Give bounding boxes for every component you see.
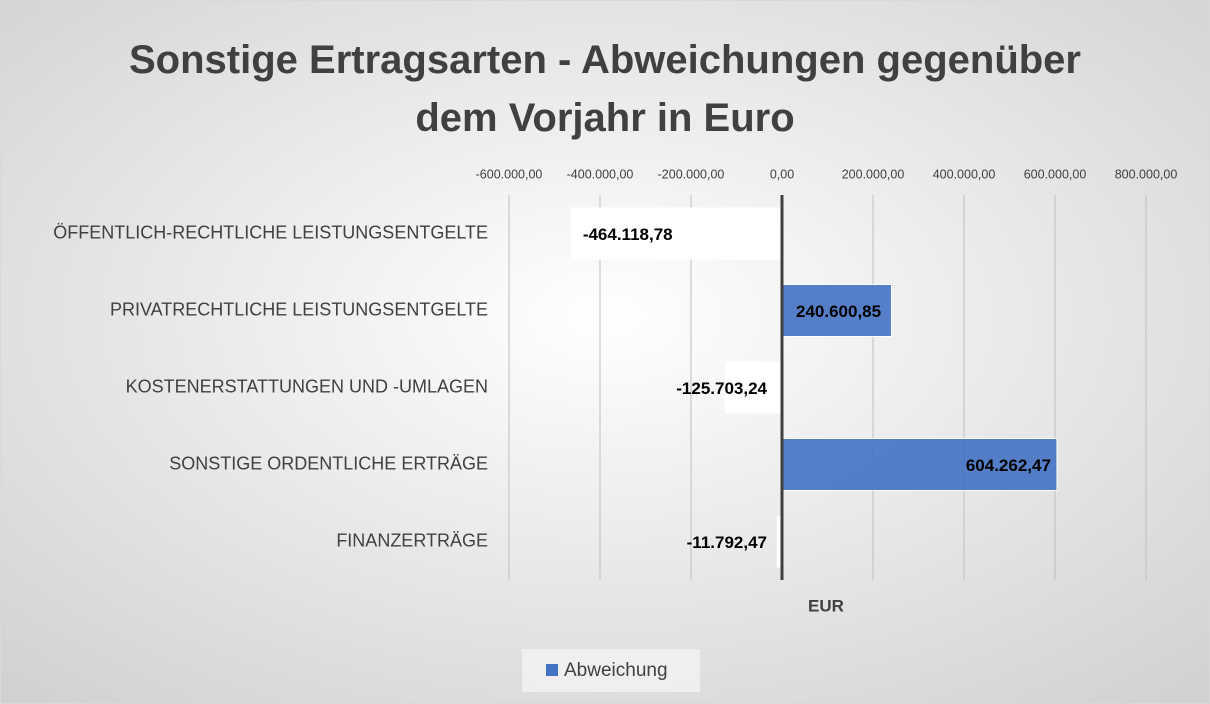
x-tick-label: 800.000,00 [1115,167,1178,181]
chart-title: Sonstige Ertragsarten - Abweichungen geg… [129,38,1081,140]
x-tick-label: 0,00 [770,167,794,181]
data-label: -11.792,47 [687,533,767,552]
x-tick-label: -200.000,00 [658,167,725,181]
data-label: -125.703,24 [676,379,767,398]
y-tick-label: KOSTENERSTATTUNGEN UND -UMLAGEN [126,376,488,396]
bar [570,207,782,260]
y-tick-label: SONSTIGE ORDENTLICHE ERTRÄGE [169,453,488,473]
x-tick-label: 200.000,00 [842,167,905,181]
data-label: 240.600,85 [796,302,881,321]
legend-swatch [546,664,558,676]
y-tick-label: PRIVATRECHTLICHE LEISTUNGSENTGELTE [110,299,488,319]
data-label: -464.118,78 [583,225,673,244]
y-tick-label: ÖFFENTLICH-RECHTLICHE LEISTUNGSENTGELTE [53,222,488,242]
legend-label: Abweichung [564,660,668,681]
bar [724,361,782,414]
bar [776,515,782,568]
x-tick-label: 400.000,00 [933,167,996,181]
x-axis-label: EUR [808,596,844,615]
y-tick-label: FINANZERTRÄGE [336,530,488,550]
x-tick-label: 600.000,00 [1024,167,1087,181]
bar [781,438,1058,491]
data-label: 604.262,47 [966,456,1051,475]
x-tick-label: -600.000,00 [476,167,543,181]
bar [781,284,892,337]
x-tick-label: -400.000,00 [567,167,634,181]
